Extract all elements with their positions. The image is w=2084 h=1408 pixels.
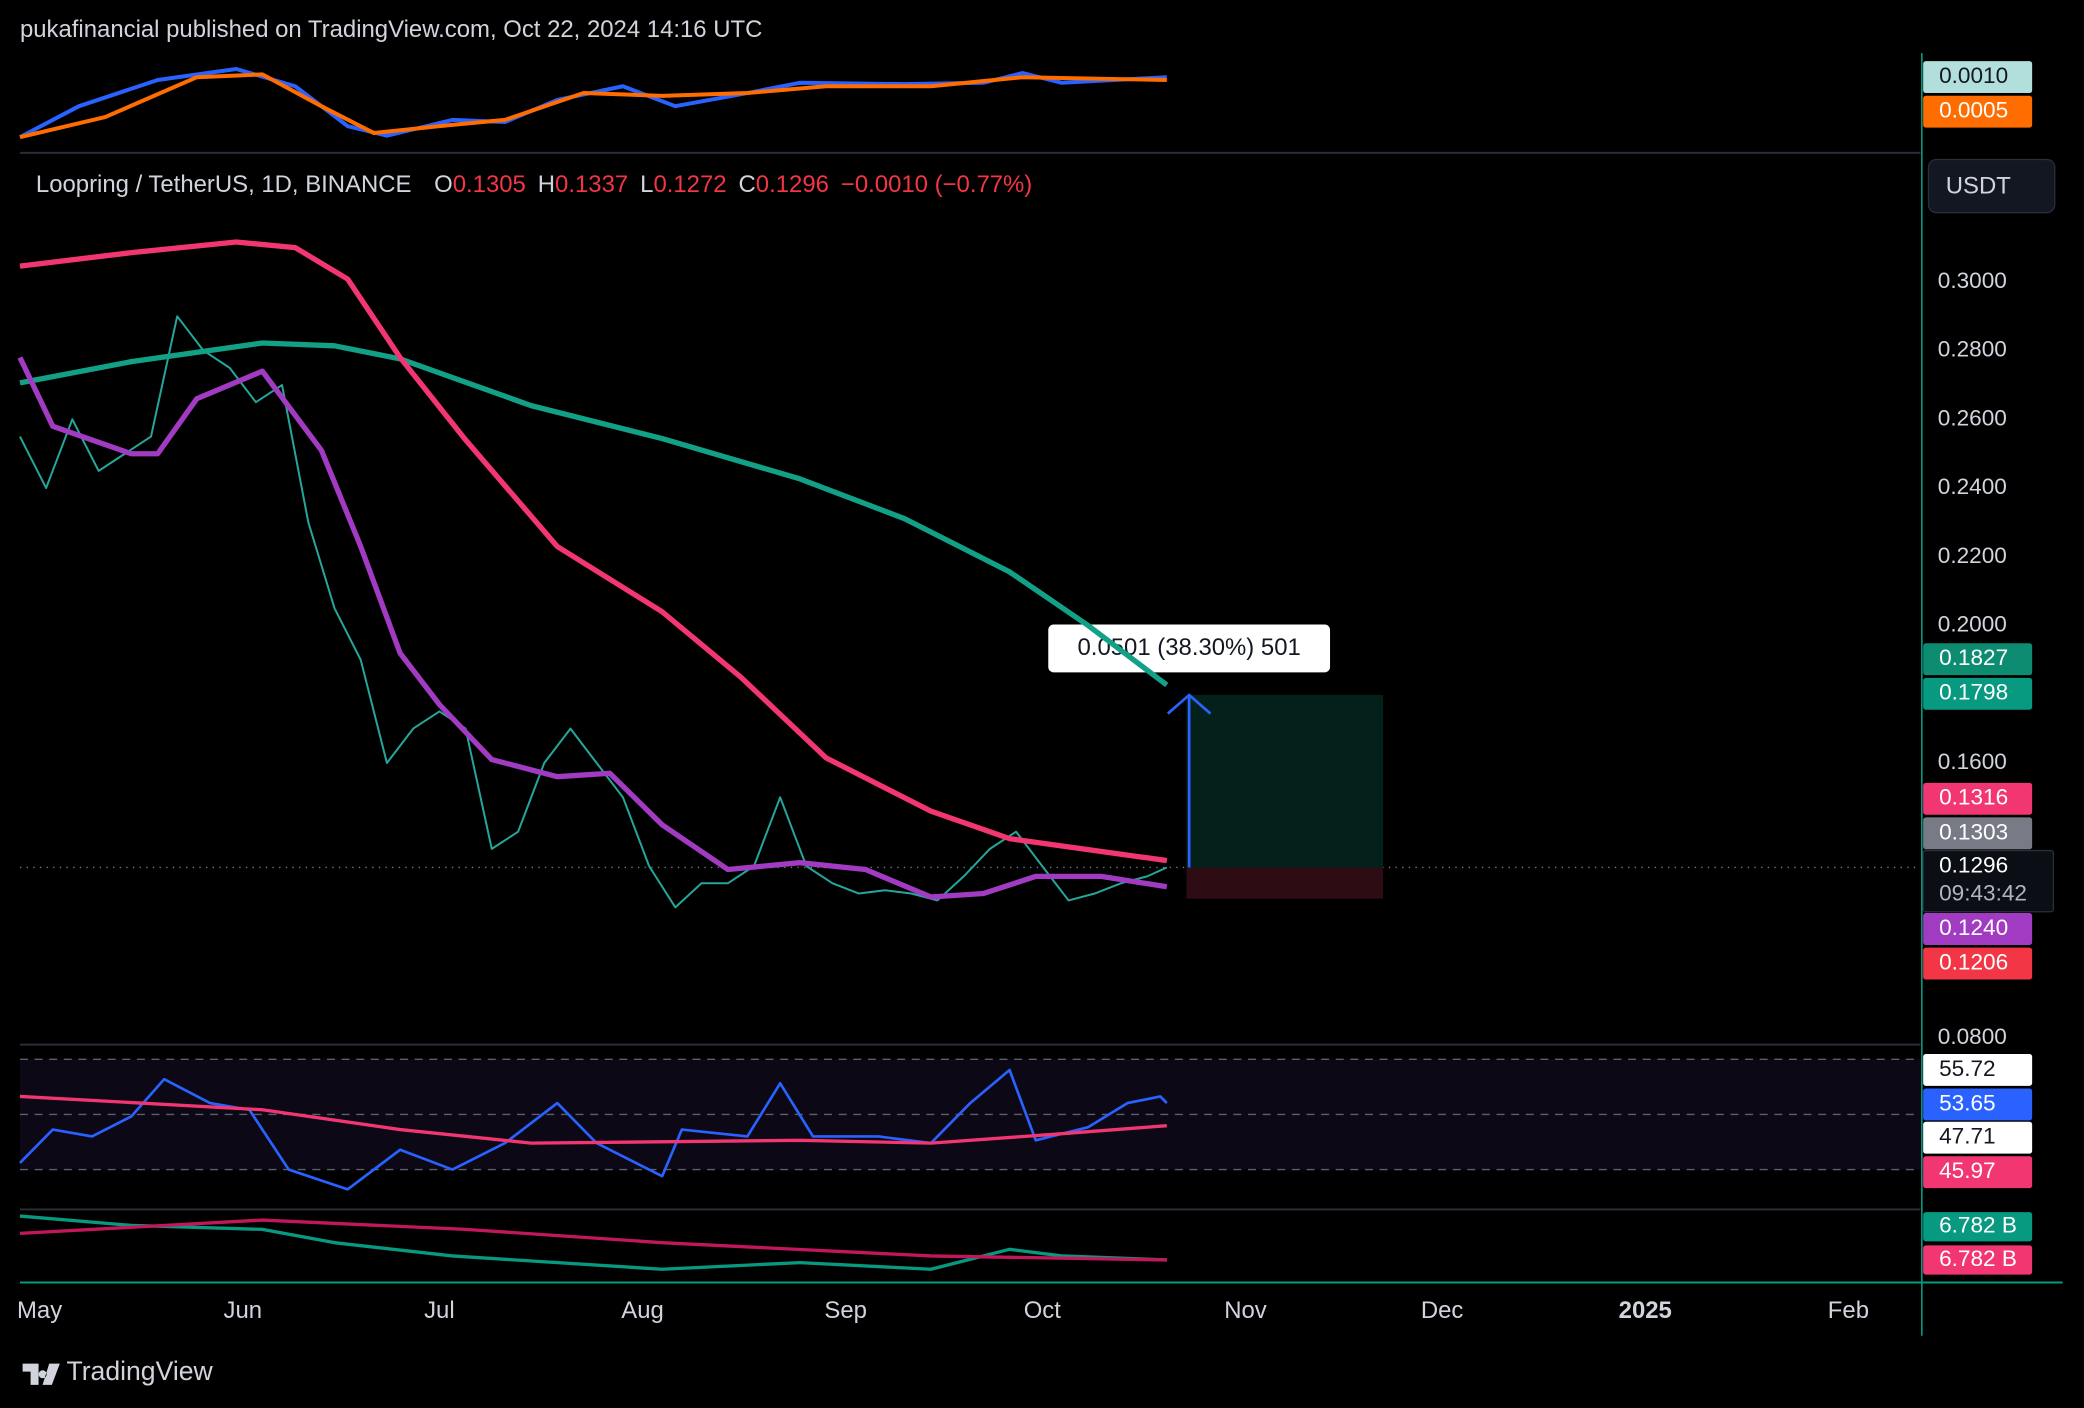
axis-badge-label: 6.782 B: [1939, 1246, 2017, 1271]
y-tick-label: 0.1600: [1938, 749, 2007, 774]
stop-zone: [1186, 867, 1384, 899]
x-tick-label: 2025: [1619, 1297, 1672, 1324]
series-line: [19, 340, 1169, 688]
series-line: [17, 356, 1168, 900]
axis-badge-label: 0.0010: [1939, 63, 2008, 88]
axis-badge: [1922, 849, 2055, 913]
target-zone: [1186, 694, 1384, 868]
axis-badge-label: 0.1316: [1939, 785, 2008, 810]
x-tick-label: Sep: [824, 1297, 867, 1324]
axis-badge-label: 0.0005: [1939, 98, 2008, 123]
legend-value: 0.1305: [453, 171, 526, 198]
y-tick-label: 0.3000: [1938, 268, 2007, 293]
x-tick-label: Dec: [1421, 1297, 1464, 1324]
series-line: [19, 1214, 1167, 1271]
legend-value: 0.1296: [756, 171, 829, 198]
axis-badge: [1923, 1088, 2033, 1121]
footer-logo: [22, 1363, 60, 1385]
x-tick-label: Nov: [1224, 1297, 1267, 1324]
series-line: [19, 1094, 1167, 1145]
currency-button[interactable]: [1927, 158, 2056, 214]
y-tick-label: 0.2600: [1938, 405, 2007, 430]
series-line: [19, 72, 1167, 140]
axis-badge: [1923, 1212, 2033, 1242]
axis-badge-label: 45.97: [1939, 1158, 1996, 1183]
axis-badge: [1923, 1156, 2033, 1189]
axis-badge: [1923, 817, 2033, 850]
legend-key: H: [538, 171, 555, 198]
measure-label-box: [1048, 624, 1331, 673]
axis-badge: [1923, 61, 2033, 94]
legend-key: L: [640, 171, 653, 198]
legend-value: 0.1272: [653, 171, 726, 198]
y-tick-label: 0.2000: [1938, 612, 2007, 637]
axis-badge: [1923, 1121, 2033, 1154]
legend-key: O: [434, 171, 453, 198]
legend-symbol: Loopring / TetherUS, 1D, BINANCE: [36, 171, 412, 198]
axis-badge-label: 55.72: [1939, 1056, 1996, 1081]
measure-arrowhead: [1167, 693, 1212, 715]
axis-badge: [1923, 677, 2033, 710]
axis-badge: [1923, 1053, 2033, 1086]
legend: Loopring / TetherUS, 1D, BINANCE O0.1305…: [36, 171, 1032, 198]
y-tick-label: 0.0800: [1938, 1024, 2007, 1049]
series-line: [19, 1218, 1167, 1262]
axis-badge-label: 0.1206: [1939, 950, 2008, 975]
x-tick-label: Aug: [621, 1297, 664, 1324]
x-tick-label: Jul: [424, 1297, 455, 1324]
axis-badge: [1923, 947, 2033, 980]
y-tick-label: 0.2400: [1938, 474, 2007, 499]
axis-badge: [1923, 913, 2033, 945]
series-line: [19, 315, 1168, 909]
axis-badge-label: 47.71: [1939, 1124, 1996, 1149]
axis-badge: [1923, 643, 2033, 676]
currency-label[interactable]: USDT: [1946, 173, 2011, 200]
axis-badge-label: 0.1798: [1939, 680, 2008, 705]
axis-badge-label: 6.782 B: [1939, 1213, 2017, 1238]
legend-value: 0.1337: [555, 171, 628, 198]
countdown: 09:43:42: [1939, 880, 2027, 905]
legend-key: C: [739, 171, 756, 198]
axis-badge: [1923, 95, 2033, 128]
axis-badge-label: 0.1827: [1939, 645, 2008, 670]
axis-badge-label: 53.65: [1939, 1090, 1996, 1115]
x-tick-label: Feb: [1828, 1297, 1869, 1324]
x-tick-label: May: [17, 1297, 62, 1324]
series-line: [19, 239, 1168, 864]
footer: TradingView: [66, 1356, 213, 1386]
x-tick-label: Jun: [224, 1297, 263, 1324]
axis-badge: [1923, 782, 2033, 815]
axis-badge: [1923, 1245, 2033, 1275]
y-tick-label: 0.2800: [1938, 337, 2007, 362]
measure-label: 0.0501 (38.30%) 501: [1078, 634, 1301, 661]
x-tick-label: Oct: [1024, 1297, 1062, 1324]
axis-badge-label: 0.1303: [1939, 819, 2008, 844]
axis-badge-label: 0.1240: [1939, 915, 2008, 940]
series-line: [19, 1068, 1168, 1191]
header: pukafinancial published on TradingView.c…: [20, 16, 762, 43]
axis-badge-label: 0.1296: [1939, 853, 2008, 878]
legend-change: −0.0010 (−0.77%): [841, 171, 1032, 198]
y-tick-label: 0.2200: [1938, 543, 2007, 568]
